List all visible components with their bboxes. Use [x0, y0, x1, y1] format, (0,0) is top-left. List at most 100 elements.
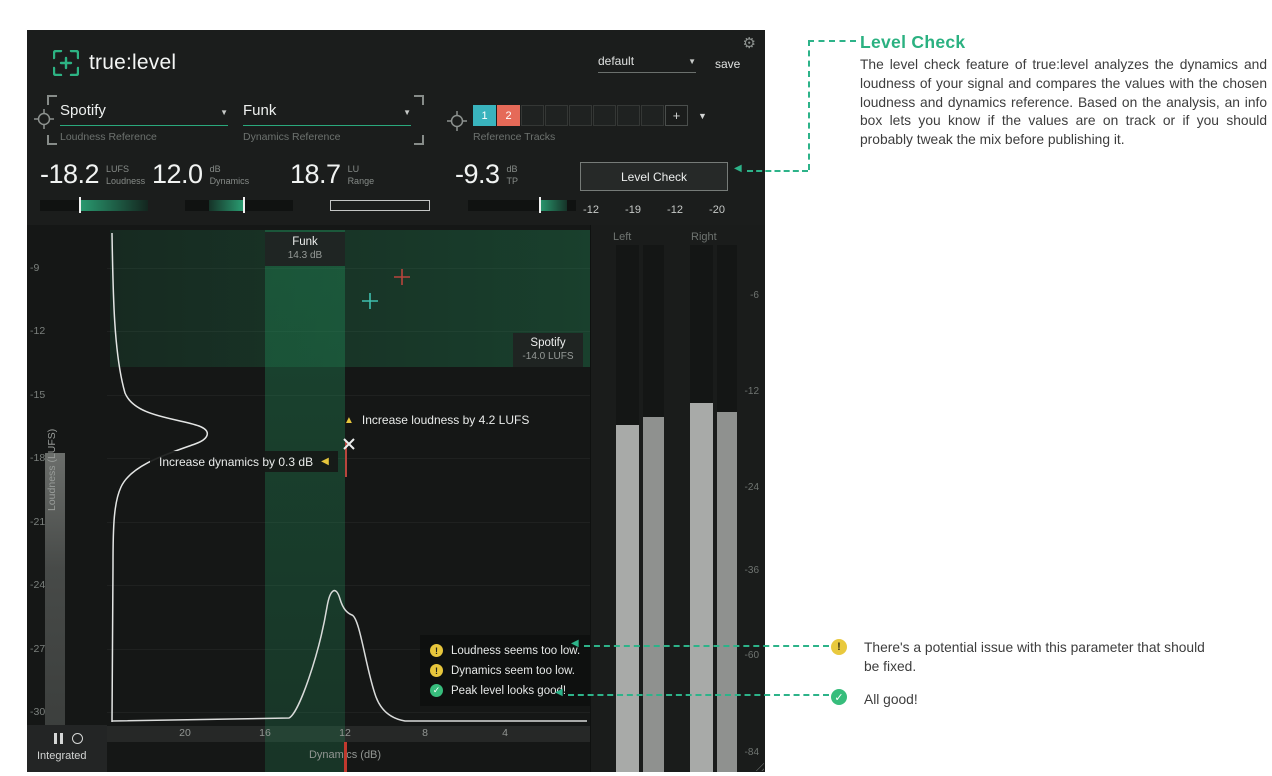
loudness-mini-meter — [40, 197, 148, 213]
dynamics-name: Dynamics — [209, 175, 250, 186]
reference-track-empty[interactable] — [569, 105, 592, 126]
meter-scale-tick: -24 — [744, 482, 759, 493]
true-peak-mini-meter — [468, 197, 576, 213]
x-tick: 16 — [259, 727, 271, 739]
check-icon: ✓ — [430, 684, 443, 697]
reference-track-empty[interactable] — [593, 105, 616, 126]
dynamics-distribution-curve — [111, 589, 587, 722]
status-text: Loudness seems too low. — [451, 644, 581, 657]
chevron-down-icon: ▼ — [688, 56, 696, 66]
loudness-target-zone — [110, 230, 590, 367]
dynamics-hint: Increase dynamics by 0.3 dB ◀ — [150, 451, 338, 472]
level-check-button[interactable]: Level Check — [580, 162, 728, 191]
y-tick: -27 — [30, 643, 46, 655]
docs-warning-note: There's a potential issue with this para… — [864, 640, 1205, 674]
level-check-info-box: ! Loudness seems too low. ! Dynamics see… — [420, 635, 590, 706]
y-tick: -9 — [30, 262, 40, 274]
reference-track-1[interactable]: 1 — [473, 105, 496, 126]
dynamics-value: 12.0 — [152, 159, 203, 189]
settings-gear-icon[interactable]: ⚙ — [742, 35, 756, 52]
output-meters-panel: Left Right -6 -12 -24 -36 -60 -84 — [590, 225, 765, 772]
y-tick: -18 — [30, 452, 46, 464]
meter-scale-tick: -84 — [744, 747, 759, 758]
y-tick: -30 — [30, 706, 46, 718]
preset-dropdown[interactable]: default ▼ — [598, 54, 696, 73]
current-position-x-marker — [343, 438, 355, 450]
reference-tracks-label: Reference Tracks — [473, 131, 556, 143]
right-channel-label: Right — [691, 231, 717, 243]
left-channel-label: Left — [613, 231, 632, 243]
funk-marker-value: 14.3 dB — [287, 249, 323, 261]
status-row: ✓ Peak level looks good! — [430, 684, 583, 697]
truelevel-logo-icon — [53, 50, 79, 76]
add-reference-track-button[interactable]: + — [665, 105, 688, 126]
save-button[interactable]: save — [715, 57, 741, 71]
arrow-left-icon: ◀ — [734, 163, 742, 174]
loudness-unit: LUFS — [106, 164, 130, 174]
x-tick: 20 — [179, 727, 191, 739]
readout-value: -19 — [625, 204, 641, 216]
x-tick: 4 — [502, 727, 508, 739]
status-row: ! Loudness seems too low. — [430, 644, 583, 657]
loudness-name: Loudness — [106, 175, 146, 186]
arrow-left-icon: ◀ — [321, 456, 329, 467]
reference-track-empty[interactable] — [545, 105, 568, 126]
range-mini-meter — [330, 200, 430, 211]
status-row: ! Dynamics seem too low. — [430, 664, 583, 677]
triangle-up-icon: ▲ — [344, 414, 354, 426]
status-text: Dynamics seem too low. — [451, 664, 575, 677]
y-axis-label: Loudness (LUFS) — [46, 428, 58, 512]
docs-success-note: All good! — [864, 692, 918, 707]
spotify-marker-box: Spotify -14.0 LUFS — [513, 333, 583, 367]
readout-value: -12 — [667, 204, 683, 216]
tracks-target-icon[interactable] — [446, 110, 468, 132]
dynamics-metric: 12.0 dB Dynamics — [152, 161, 249, 188]
y-tick: -15 — [30, 389, 46, 401]
integrated-loudness-bar — [45, 453, 65, 743]
chevron-down-icon[interactable]: ▼ — [698, 110, 707, 121]
success-icon: ✓ — [831, 689, 847, 705]
warning-icon: ! — [430, 644, 443, 657]
loudness-hint-text: Increase loudness by 4.2 LUFS — [361, 413, 530, 427]
loudness-target-icon[interactable] — [33, 108, 55, 130]
app-title: true:level — [89, 51, 177, 74]
dynamics-reference-value: Funk — [243, 102, 277, 119]
dynamics-target-zone — [265, 230, 345, 772]
range-metric: 18.7 LU Range — [290, 161, 374, 188]
chevron-down-icon: ▼ — [403, 108, 411, 117]
loudness-reference-dropdown[interactable]: Spotify ▼ Loudness Reference — [60, 102, 228, 143]
reference-track-empty[interactable] — [641, 105, 664, 126]
warning-icon: ! — [430, 664, 443, 677]
dynamics-reference-dropdown[interactable]: Funk ▼ Dynamics Reference — [243, 102, 411, 143]
reference-track-2[interactable]: 2 — [497, 105, 520, 126]
range-unit: LU — [347, 164, 360, 174]
loudness-metric: -18.2 LUFS Loudness — [40, 161, 145, 188]
reference-tracks-row: 1 2 + ▼ — [473, 105, 707, 126]
funk-marker-box: Funk 14.3 dB — [265, 232, 345, 266]
status-text: Peak level looks good! — [451, 684, 567, 697]
arrow-left-icon: ◀ — [571, 638, 579, 649]
loop-icon[interactable] — [72, 733, 83, 744]
true-peak-metric: -9.3 dB TP — [455, 161, 518, 188]
x-axis-strip — [107, 726, 590, 742]
dynamics-mini-meter — [185, 197, 293, 213]
left-meter-bar-2 — [643, 417, 664, 772]
meter-scale-tick: -12 — [744, 386, 759, 397]
x-tick: 8 — [422, 727, 428, 739]
reference-track-empty[interactable] — [521, 105, 544, 126]
current-dynamics-line — [345, 441, 347, 477]
y-tick: -24 — [30, 579, 46, 591]
reference-track-empty[interactable] — [617, 105, 640, 126]
connector-line — [808, 40, 810, 170]
readout-value: -12 — [583, 204, 599, 216]
pause-icon[interactable] — [54, 733, 63, 744]
spotify-marker-value: -14.0 LUFS — [522, 350, 574, 362]
red-crosshair-marker — [394, 269, 410, 285]
left-meter-bar — [616, 425, 639, 772]
y-tick: -21 — [30, 516, 46, 528]
docs-paragraph: The level check feature of true:level an… — [860, 57, 1267, 148]
truelevel-plugin-window: true:level ⚙ default ▼ save Spotify ▼ Lo… — [27, 30, 765, 772]
docs-heading: Level Check — [860, 32, 966, 52]
x-tick: 12 — [339, 727, 351, 739]
transport-panel: Integrated — [27, 725, 107, 772]
